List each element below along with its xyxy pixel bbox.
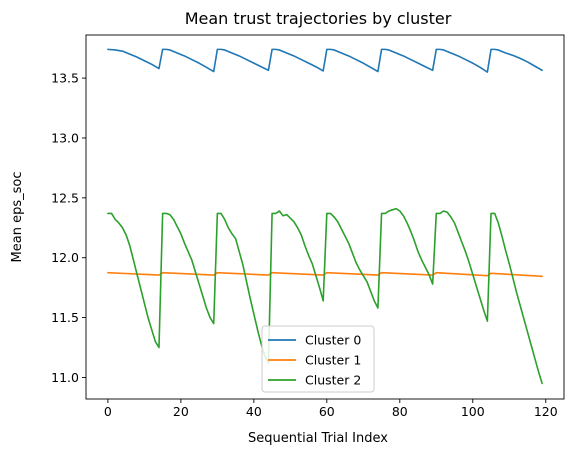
y-tick-label: 13.5 [51,71,79,86]
y-tick-label: 11.0 [51,370,79,385]
y-tick-label: 13.0 [51,130,79,145]
legend-label-cluster-2: Cluster 2 [305,373,361,388]
x-tick-label: 20 [173,404,189,419]
x-tick-label: 0 [104,404,112,419]
legend-label-cluster-1: Cluster 1 [305,353,361,368]
x-tick-label: 100 [461,404,485,419]
x-tick-label: 80 [392,404,408,419]
x-axis: 0 20 40 60 80 100 120 [104,399,558,419]
y-axis: 11.0 11.5 12.0 12.5 13.0 13.5 [51,71,86,385]
plot-frame [85,34,565,400]
y-tick-label: 12.5 [51,190,79,205]
y-tick-label: 12.0 [51,250,79,265]
x-tick-label: 40 [246,404,262,419]
y-tick-label: 11.5 [51,310,79,325]
chart-title: Mean trust trajectories by cluster [185,9,452,28]
x-tick-label: 60 [319,404,335,419]
legend: Cluster 0 Cluster 1 Cluster 2 [261,325,375,393]
legend-label-cluster-0: Cluster 0 [305,333,361,348]
y-axis-label: Mean eps_soc [10,172,25,263]
x-tick-label: 120 [534,404,558,419]
x-axis-label: Sequential Trial Index [248,431,388,446]
legend-box [261,325,375,393]
plot-area [107,48,543,385]
series-line-cluster-0 [107,48,543,73]
series-line-cluster-2 [107,207,543,385]
